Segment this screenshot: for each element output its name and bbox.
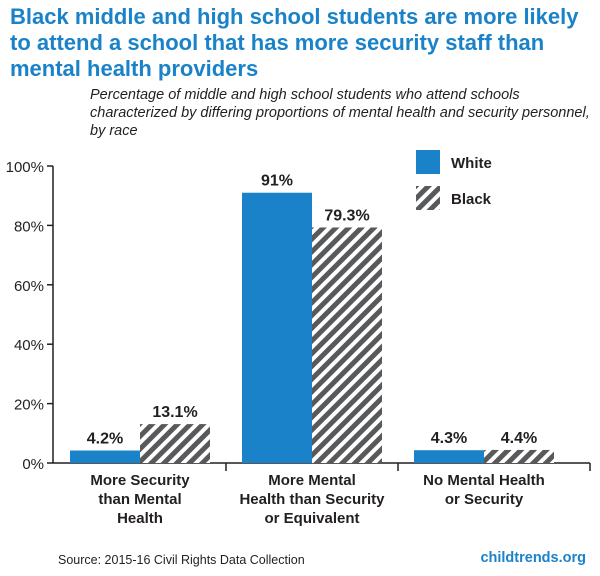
bar-black-1 bbox=[312, 227, 382, 463]
y-tick-label: 60% bbox=[14, 278, 44, 295]
data-label-black: 13.1% bbox=[152, 404, 197, 421]
x-category-label: More Security than Mental Health bbox=[90, 472, 190, 527]
y-tick-label: 40% bbox=[14, 337, 44, 354]
bar-black-0 bbox=[140, 424, 210, 463]
y-tick-label: 0% bbox=[22, 456, 44, 473]
data-label-black: 79.3% bbox=[324, 207, 369, 224]
bar-white-0 bbox=[70, 450, 140, 463]
x-category-label: No Mental Health or Security bbox=[423, 472, 545, 508]
y-tick-label: 100% bbox=[6, 159, 44, 176]
data-label-white: 4.3% bbox=[431, 430, 467, 447]
bar-white-1 bbox=[242, 192, 312, 464]
y-tick-label: 80% bbox=[14, 218, 44, 235]
data-label-black: 4.4% bbox=[501, 430, 537, 447]
bar-black-2 bbox=[484, 449, 554, 463]
legend-swatch-black bbox=[416, 186, 440, 210]
source-note: Source: 2015-16 Civil Rights Data Collec… bbox=[58, 553, 305, 567]
y-tick-label: 20% bbox=[14, 397, 44, 414]
chart-title: Black middle and high school students ar… bbox=[10, 4, 579, 81]
brand-link[interactable]: childtrends.org bbox=[480, 550, 586, 566]
chart-subtitle: Percentage of middle and high school stu… bbox=[90, 87, 590, 139]
legend-swatch-white bbox=[416, 150, 440, 174]
legend-label-black: Black bbox=[451, 191, 492, 208]
data-label-white: 91% bbox=[261, 173, 293, 190]
bar-white-2 bbox=[414, 450, 484, 463]
x-category-label: More Mental Health than Security or Equiva… bbox=[239, 472, 385, 527]
data-label-white: 4.2% bbox=[87, 431, 123, 448]
legend-label-white: White bbox=[451, 155, 492, 172]
